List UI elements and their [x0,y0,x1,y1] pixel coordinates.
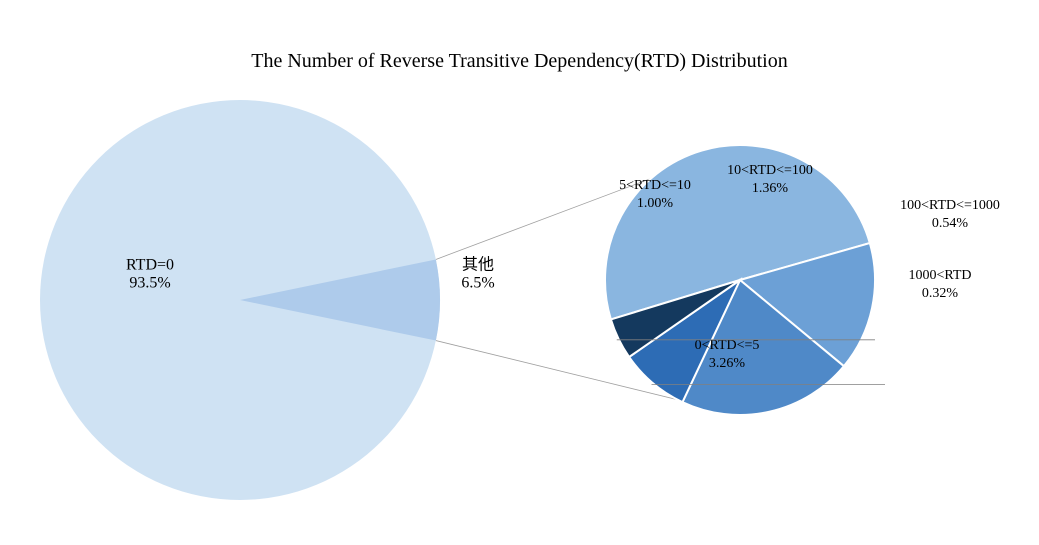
detail-label-rtd100: 10<RTD<=100 [727,163,813,178]
detail-pct-rtd10: 1.00% [637,196,674,211]
detail-pct-rtdgt1k: 0.32% [922,286,959,301]
detail-label-rtdgt1k: 1000<RTD [908,268,971,283]
main-pct-other: 6.5% [461,275,494,292]
detail-pct-rtd1000: 0.54% [932,216,969,231]
chart-canvas: RTD=093.5% 其他6.5% 0<RTD<=5 3.26% 5<RTD<=10 1.… [0,0,1039,545]
main-label-rtd0: RTD=0 [126,257,174,274]
detail-label-rtd10: 5<RTD<=10 [619,178,691,193]
detail-label-rtd1000: 100<RTD<=1000 [900,198,1000,213]
detail-pct-rtd100: 1.36% [752,181,789,196]
main-pie [40,100,440,500]
main-label-other: 其他 [462,256,494,274]
detail-pct-rtd5: 3.26% [709,356,746,371]
main-pct-rtd0: 93.5% [129,275,170,292]
detail-label-rtd5: 0<RTD<=5 [695,338,760,353]
